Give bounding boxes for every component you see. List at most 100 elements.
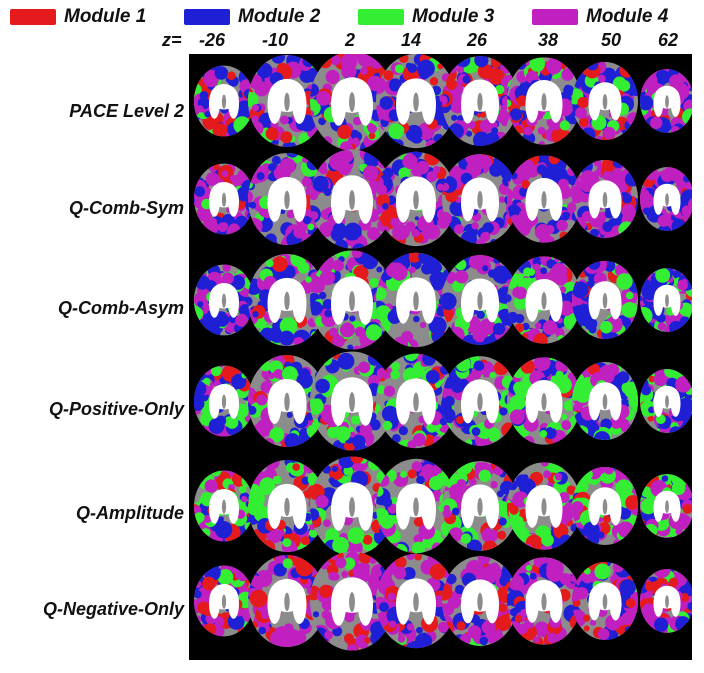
module-blob (602, 515, 611, 523)
module-blob (459, 633, 471, 646)
module-blob (544, 427, 557, 439)
module-blob (250, 621, 258, 629)
white-matter-right (485, 385, 499, 424)
module-blob (319, 166, 328, 175)
module-blob (250, 575, 262, 588)
module-blob (515, 474, 530, 489)
module-blob (670, 125, 680, 133)
module-blob (213, 163, 220, 170)
module-blob (440, 364, 450, 375)
module-blob (529, 57, 546, 72)
module-blob (319, 584, 333, 598)
white-matter-left (331, 84, 347, 126)
white-matter-right (228, 588, 239, 619)
module-blob (212, 123, 228, 137)
white-matter-right (421, 84, 436, 125)
module-blob (640, 306, 653, 325)
module-blob (194, 186, 206, 197)
module-blob (572, 202, 577, 213)
module-blob (429, 563, 446, 580)
ventricle (349, 190, 355, 210)
white-matter-left (653, 495, 664, 522)
module-blob (213, 330, 220, 336)
module-blob (590, 619, 597, 626)
module-blob (398, 426, 408, 436)
module-blob (413, 517, 424, 527)
module-blob (442, 95, 448, 106)
module-blob (631, 400, 638, 414)
module-blob (494, 84, 505, 95)
module-blob (241, 476, 249, 484)
white-matter-right (485, 183, 499, 222)
module-blob (522, 219, 534, 230)
white-matter-left (267, 85, 282, 125)
module-blob (376, 305, 392, 322)
module-blob (344, 633, 354, 644)
brain-slice (507, 557, 581, 645)
module-blob (331, 466, 338, 472)
module-blob (583, 521, 600, 539)
module-blob (376, 486, 384, 497)
module-blob (280, 209, 286, 215)
module-blob (442, 292, 457, 311)
brain-slice (310, 456, 394, 556)
ventricle (284, 592, 290, 612)
module-blob (410, 370, 419, 379)
white-matter-left (396, 283, 411, 324)
module-blob (429, 77, 439, 86)
module-blob (509, 409, 525, 425)
module-blob (248, 218, 263, 235)
module-blob (557, 335, 565, 343)
module-blob (460, 533, 472, 544)
ventricle (477, 592, 483, 611)
module-blob (554, 256, 561, 263)
module-blob (252, 423, 268, 439)
module-blob (578, 117, 589, 127)
module-blob (648, 375, 656, 383)
ventricle (665, 395, 669, 409)
white-matter-right (421, 182, 436, 223)
module-blob (252, 104, 260, 112)
module-blob (350, 456, 364, 464)
module-blob (559, 534, 573, 548)
module-blob (597, 531, 605, 539)
white-matter-left (267, 585, 282, 625)
module-blob (444, 395, 455, 407)
module-blob (292, 630, 307, 645)
module-blob (402, 153, 418, 170)
row-label-q-comb-sym: Q-Comb-Sym (68, 198, 184, 218)
module-blob (514, 615, 523, 623)
module-blob (263, 438, 275, 448)
brain-slice (376, 353, 456, 449)
module-blob (431, 268, 438, 276)
brain-slice (248, 554, 326, 648)
module-blob (487, 131, 499, 143)
module-blob (523, 126, 533, 136)
module-blob (428, 316, 447, 335)
module-blob (269, 427, 285, 443)
module-blob (302, 156, 309, 163)
module-blob (612, 160, 624, 169)
module-blob (405, 124, 423, 142)
module-blob (249, 201, 257, 209)
ventricle (284, 392, 290, 412)
row-label-pace-level-2: PACE Level 2 (69, 101, 184, 121)
ventricle (541, 292, 547, 310)
module-blob (471, 427, 481, 436)
module-blob (483, 336, 498, 345)
module-blob (279, 330, 295, 346)
module-blob (282, 140, 297, 148)
module-blob (414, 216, 419, 221)
module-blob (263, 459, 280, 470)
module-blob (433, 133, 444, 145)
module-blob (456, 479, 467, 489)
module-blob (202, 313, 213, 323)
legend-item-module-2: Module 2 (184, 4, 320, 30)
module-blob (352, 243, 366, 249)
module-blob (324, 309, 333, 318)
module-blob (471, 222, 479, 230)
ventricle (665, 193, 669, 207)
module-blob (479, 636, 489, 646)
module-blob (361, 253, 378, 270)
module-blob (529, 572, 537, 580)
